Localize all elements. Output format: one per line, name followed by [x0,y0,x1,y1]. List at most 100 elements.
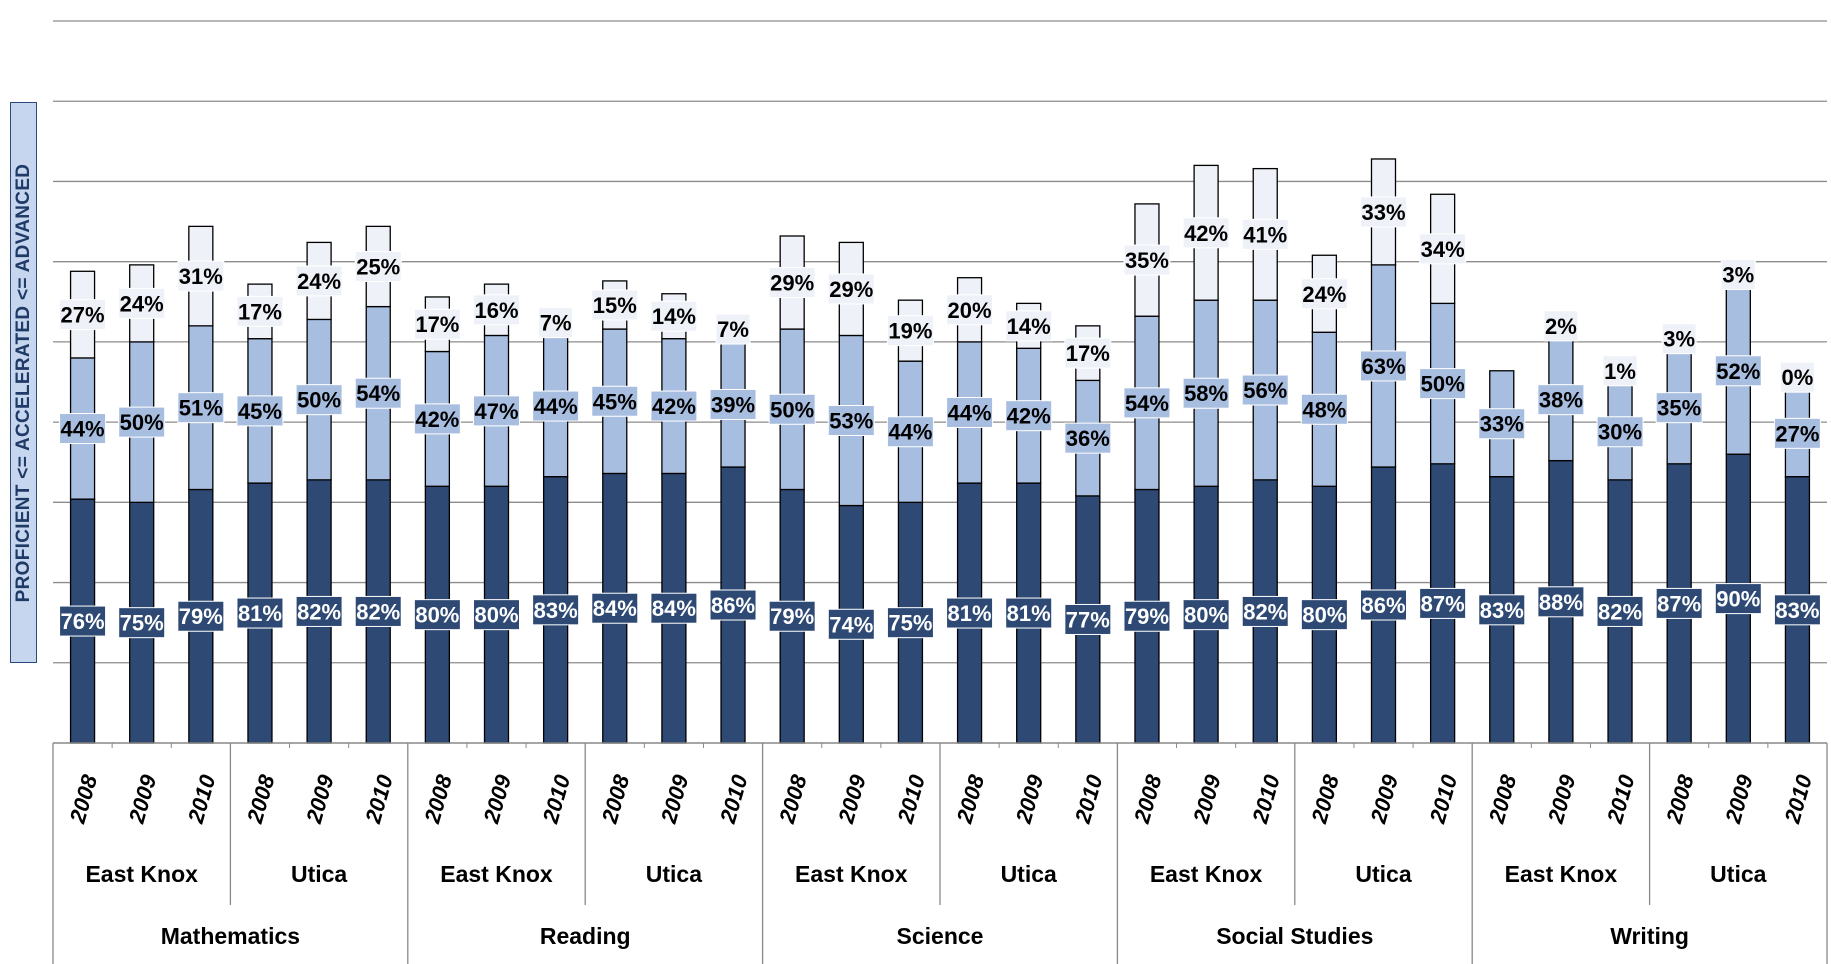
data-label-accelerated-box [591,385,639,417]
data-label-accelerated: 50% [770,397,814,422]
data-label-accelerated: 45% [238,399,282,424]
year-tick-label: 2010 [892,771,930,827]
data-label-proficient-box [709,589,757,621]
data-label-accelerated-box [1360,350,1407,382]
year-tick-label: 2008 [1661,771,1699,827]
data-label-accelerated: 35% [1657,396,1701,421]
y-axis-label-box [10,102,37,663]
year-tick-label: 2008 [242,771,280,827]
data-label-proficient: 84% [593,596,637,621]
data-label-accelerated-box [118,406,166,438]
data-label-proficient-box [1596,595,1644,627]
data-label-advanced: 7% [717,317,749,342]
data-label-advanced-box [236,295,284,327]
data-label-accelerated-box [1064,422,1112,454]
data-label-accelerated-box [650,390,698,422]
data-label-advanced-box [768,267,816,299]
data-label-proficient-box [1241,595,1289,627]
data-label-proficient: 79% [770,604,814,629]
data-label-accelerated-box [236,395,284,427]
data-label-accelerated-box [1596,416,1644,448]
data-label-proficient: 81% [238,601,282,626]
year-tick-label: 2009 [1365,771,1403,827]
data-label-advanced: 35% [1125,248,1169,273]
year-tick-label: 2009 [1010,771,1048,827]
year-tick-label: 2008 [64,771,102,827]
data-label-proficient-box [236,597,284,629]
data-label-accelerated: 56% [1243,378,1287,403]
data-label-proficient-box [1773,594,1821,626]
data-label-accelerated: 63% [1361,354,1405,379]
data-label-accelerated: 50% [297,388,341,413]
data-label-proficient: 80% [1184,603,1228,628]
data-label-advanced: 16% [474,298,518,323]
data-label-advanced: 34% [1421,237,1465,262]
data-label-advanced: 3% [1663,327,1695,352]
data-label-advanced: 33% [1361,200,1405,225]
year-tick-label: 2008 [951,771,989,827]
data-label-proficient-box [1478,594,1526,626]
data-label-proficient-box [473,599,520,631]
data-label-advanced: 24% [1302,282,1346,307]
district-label: East Knox [795,861,908,887]
data-label-proficient: 81% [948,601,992,626]
data-label-accelerated: 42% [652,394,696,419]
year-tick-label: 2009 [478,771,516,827]
subject-label: Writing [1610,923,1689,949]
data-label-advanced-box [1602,355,1638,387]
data-label-accelerated-box [1005,400,1053,432]
data-label-accelerated: 36% [1066,426,1110,451]
data-label-proficient: 82% [1598,599,1642,624]
data-label-accelerated: 54% [356,381,400,406]
subject-label: Reading [540,923,631,949]
data-label-proficient: 80% [415,603,459,628]
data-label-advanced-box [1241,218,1289,250]
data-label-proficient: 80% [1302,603,1346,628]
district-label: Utica [1001,861,1057,887]
data-label-advanced-box [1064,337,1112,369]
data-label-proficient-box [1123,600,1171,632]
data-label-advanced: 42% [1184,221,1228,246]
data-label-proficient-box [118,607,166,639]
data-label-accelerated-box [295,384,343,416]
data-label-accelerated-box [1241,374,1289,406]
data-label-accelerated: 44% [888,420,932,445]
data-label-advanced-box [1720,259,1756,291]
year-tick-label: 2010 [360,771,398,827]
data-label-advanced: 14% [1007,314,1051,339]
year-tick-label: 2009 [656,771,694,827]
data-label-proficient: 87% [1657,591,1701,616]
subject-label: Science [897,923,984,949]
data-label-accelerated: 48% [1302,397,1346,422]
data-label-advanced-box [1300,278,1348,310]
district-label: East Knox [85,861,198,887]
data-label-advanced: 25% [356,254,400,279]
data-label-proficient-box [946,597,994,629]
data-label-proficient-box [295,595,343,627]
data-label-proficient: 81% [1007,601,1051,626]
data-label-advanced: 29% [770,271,814,296]
year-tick-label: 2010 [183,771,221,827]
year-tick-label: 2010 [1424,771,1462,827]
data-label-advanced-box [59,299,107,331]
data-label-proficient-box [1064,603,1112,635]
data-label-accelerated: 53% [829,409,873,434]
year-tick-label: 2008 [1129,771,1167,827]
data-label-proficient-box [413,599,461,631]
data-label-advanced: 14% [652,304,696,329]
data-label-advanced-box [650,300,698,332]
data-label-advanced: 27% [61,303,105,328]
data-label-advanced-box [118,287,166,319]
year-tick-label: 2009 [833,771,871,827]
data-label-accelerated: 50% [1421,372,1465,397]
data-label-accelerated: 44% [61,417,105,442]
data-label-advanced-box [1182,217,1230,249]
data-label-accelerated-box [1419,368,1467,400]
data-label-accelerated-box [413,403,461,435]
data-label-accelerated-box [354,377,402,409]
year-tick-label: 2008 [597,771,635,827]
data-label-advanced-box [1123,244,1171,276]
data-label-accelerated: 50% [120,410,164,435]
data-label-accelerated: 47% [474,399,518,424]
